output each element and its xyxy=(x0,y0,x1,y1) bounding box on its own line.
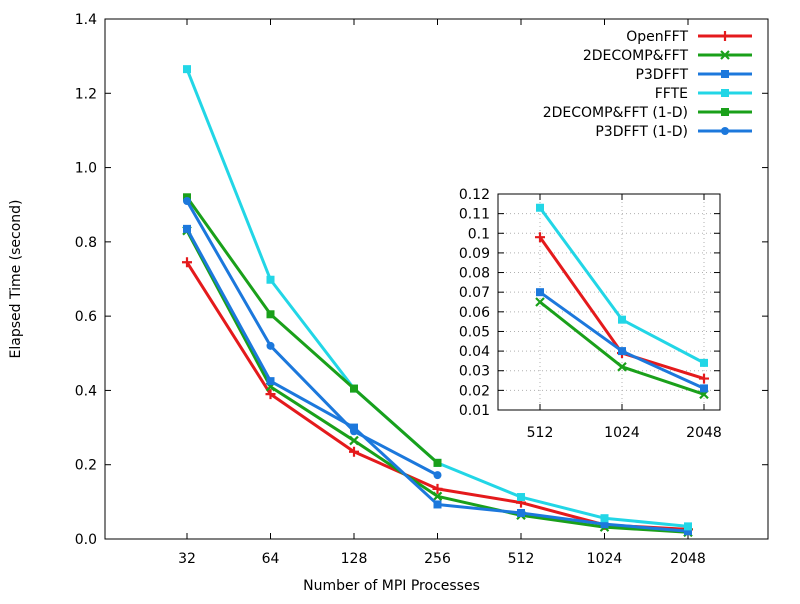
main-series-5-point-1 xyxy=(266,341,275,350)
inset-series-2 xyxy=(536,288,708,393)
main-legend-marker-4 xyxy=(721,108,729,116)
main-ytick-label: 0.0 xyxy=(75,532,97,548)
inset-series-3 xyxy=(536,203,708,367)
main-legend-label: P3DFFT xyxy=(635,67,688,83)
main-legend-item: FFTE xyxy=(655,86,752,102)
main-legend-item: 2DECOMP&FFT (1-D) xyxy=(543,105,752,121)
main-xtick-label: 1024 xyxy=(587,551,623,567)
main-series-2-point-0 xyxy=(183,224,191,233)
main-x-axis-label: Number of MPI Processes xyxy=(303,578,480,594)
inset-series-line-3 xyxy=(538,206,705,365)
main-series-0-point-2 xyxy=(349,446,359,457)
main-legend-item: P3DFFT xyxy=(635,67,752,83)
inset-ytick-label: 0.06 xyxy=(459,305,490,321)
inset-xtick-label: 1024 xyxy=(604,425,640,441)
inset-ytick-label: 0.11 xyxy=(459,207,490,223)
inset-series-2-point-1 xyxy=(618,347,626,356)
main-series-2-point-5 xyxy=(600,520,609,529)
inset-xtick-label: 2048 xyxy=(686,425,722,441)
main-legend-label: 2DECOMP&FFT xyxy=(583,48,689,64)
main-legend-marker-2 xyxy=(721,70,729,78)
main-series-0-point-0 xyxy=(182,257,192,268)
main-chart: 0.0 0.2 0.4 0.6 0.8 1.0 1.2 1.4 32 64 128 256 512 102… xyxy=(8,12,769,594)
main-legend-label: P3DFFT (1-D) xyxy=(595,124,688,140)
main-legend-marker-1 xyxy=(720,50,730,60)
main-series-5-point-2 xyxy=(350,427,358,436)
main-legend: OpenFFT 2DECOMP&FFT P3DFFT FFTE 2DECOMP&FFT … xyxy=(543,29,752,140)
main-series-3-point-6 xyxy=(684,522,692,531)
inset-series-3-point-0 xyxy=(536,203,544,212)
main-legend-item: OpenFFT xyxy=(626,29,752,45)
main-series-5 xyxy=(183,197,442,480)
main-xtick-label: 32 xyxy=(178,551,196,567)
inset-ytick-label: 0.07 xyxy=(459,285,490,301)
main-series-5-point-0 xyxy=(183,197,191,205)
main-y-axis-label: Elapsed Time (second) xyxy=(8,199,24,358)
main-xtick-label: 2048 xyxy=(670,551,706,567)
main-series-line-5 xyxy=(185,200,439,477)
main-ytick-label: 0.8 xyxy=(75,235,97,251)
main-legend-item: 2DECOMP&FFT xyxy=(583,48,752,64)
inset-plot-frame xyxy=(497,193,721,411)
main-series-0-point-1 xyxy=(265,389,276,400)
main-legend-marker-3 xyxy=(721,89,729,97)
main-series-3-point-0 xyxy=(183,65,191,74)
main-series-3-point-5 xyxy=(600,514,609,523)
main-xtick-label: 256 xyxy=(424,551,451,567)
main-series-4-point-2 xyxy=(350,384,358,393)
main-ytick-label: 0.4 xyxy=(75,383,97,399)
inset-series-0-point-0 xyxy=(535,232,545,243)
inset-ytick-label: 0.09 xyxy=(459,246,490,262)
main-legend-label: OpenFFT xyxy=(626,29,688,45)
main-series-1-point-2 xyxy=(349,435,359,446)
main-ytick-label: 0.6 xyxy=(75,309,97,325)
main-ytick-label: 1.4 xyxy=(75,12,97,28)
main-ytick-label: 0.2 xyxy=(75,458,97,474)
inset-ytick-label: 0.02 xyxy=(459,383,490,399)
inset-series-2-point-0 xyxy=(536,288,544,297)
main-series-4 xyxy=(183,193,442,467)
main-legend-label: FFTE xyxy=(655,86,688,102)
main-xtick-label: 128 xyxy=(341,551,368,567)
inset-ytick-label: 0.04 xyxy=(459,344,490,360)
main-xtick-label: 64 xyxy=(262,551,280,567)
inset-ytick-label: 0.1 xyxy=(468,226,490,242)
main-series-0-point-3 xyxy=(432,483,443,494)
inset-series-3-point-1 xyxy=(618,315,626,324)
inset-ytick-label: 0.05 xyxy=(459,324,490,340)
main-series-4-point-1 xyxy=(266,310,275,319)
inset-xtick-label: 512 xyxy=(527,425,554,441)
main-series-2-point-6 xyxy=(684,527,692,536)
inset-ytick-label: 0.01 xyxy=(459,403,490,419)
main-series-3-point-4 xyxy=(517,493,525,502)
main-legend-label: 2DECOMP&FFT (1-D) xyxy=(543,105,688,121)
main-series-5-point-3 xyxy=(433,471,442,480)
main-xtick-label: 512 xyxy=(508,551,535,567)
main-series-2-point-3 xyxy=(433,500,442,509)
main-series-3-point-1 xyxy=(266,275,275,284)
inset-ytick-label: 0.08 xyxy=(459,266,490,282)
main-legend-marker-0 xyxy=(720,31,730,41)
inset-series-0-point-2 xyxy=(699,373,709,384)
main-series-line-4 xyxy=(185,196,439,464)
main-series-4-point-3 xyxy=(433,458,442,467)
inset-series-2-point-2 xyxy=(700,384,708,393)
main-legend-item: P3DFFT (1-D) xyxy=(595,124,752,140)
inset-series-1-point-1 xyxy=(617,362,627,372)
main-ytick-label: 1.2 xyxy=(75,86,97,102)
main-ytick-label: 1.0 xyxy=(75,161,97,177)
inset-chart: 0.01 0.02 0.03 0.04 0.05 0.06 0.07 0.08 0.09 0.1 0… xyxy=(459,187,722,441)
inset-ytick-label: 0.12 xyxy=(459,187,490,203)
inset-series-1-point-0 xyxy=(535,297,545,307)
main-plot-frame xyxy=(104,18,769,540)
main-series-2-point-4 xyxy=(517,509,525,517)
main-legend-marker-5 xyxy=(721,127,729,135)
inset-series-3-point-2 xyxy=(700,358,708,367)
main-series-2-point-1 xyxy=(266,377,275,386)
main-series-1-point-3 xyxy=(432,491,443,502)
inset-ytick-label: 0.03 xyxy=(459,364,490,380)
